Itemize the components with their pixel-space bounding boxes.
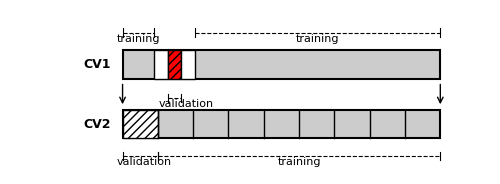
Text: training: training — [296, 34, 339, 44]
Bar — [182, 50, 194, 79]
Bar — [168, 50, 181, 79]
Text: CV1: CV1 — [84, 58, 111, 71]
Text: training: training — [116, 34, 160, 44]
Bar — [154, 50, 168, 79]
Text: training: training — [278, 157, 321, 167]
Bar — [122, 110, 440, 138]
Bar — [122, 110, 158, 138]
Text: validation: validation — [159, 99, 214, 109]
Bar — [122, 50, 440, 79]
Text: CV2: CV2 — [84, 118, 111, 131]
Text: validation: validation — [116, 157, 172, 167]
